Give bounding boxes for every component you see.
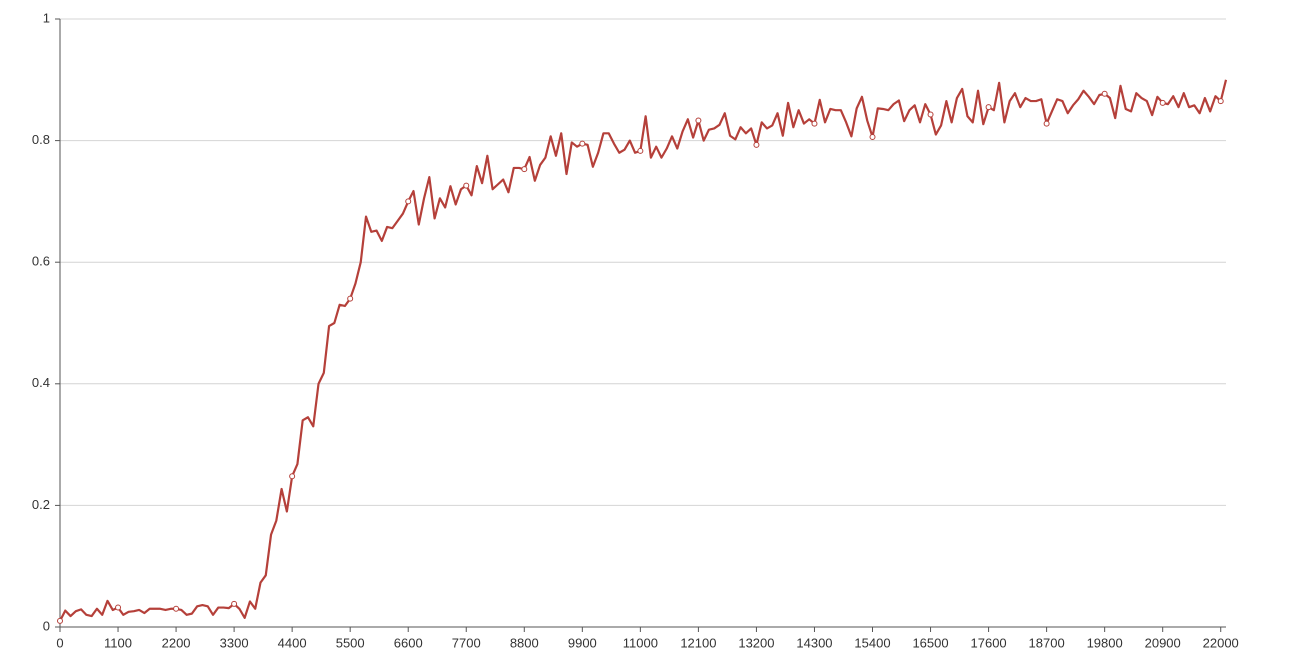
x-tick-label: 22000 [1203, 635, 1239, 650]
x-tick-label: 7700 [452, 635, 481, 650]
x-tick-label: 18700 [1029, 635, 1065, 650]
data-line [59, 79, 1228, 622]
x-tick-label: 20900 [1145, 635, 1181, 650]
data-point [811, 120, 818, 127]
data-point [231, 600, 238, 607]
x-tick-label: 4400 [278, 635, 307, 650]
data-point [521, 166, 528, 173]
x-tick-label: 12100 [680, 635, 716, 650]
x-tick-label: 1100 [104, 635, 132, 650]
x-tick-label: 11000 [623, 635, 658, 650]
data-point [1043, 120, 1050, 127]
x-tick-label: 8800 [510, 635, 539, 650]
data-point [695, 117, 702, 124]
y-tick-label: 0.6 [32, 254, 50, 269]
data-point [869, 133, 876, 140]
x-tick-label: 17600 [971, 635, 1007, 650]
data-point [1217, 98, 1224, 105]
data-point [463, 182, 470, 189]
y-tick-label: 0 [43, 618, 50, 633]
y-tick-label: 0.8 [32, 132, 50, 147]
x-tick-label: 6600 [394, 635, 423, 650]
y-tick-label: 0.4 [32, 375, 50, 390]
x-tick-label: 2200 [162, 635, 191, 650]
data-point [1159, 99, 1166, 106]
x-tick-label: 14300 [796, 635, 832, 650]
data-point [927, 111, 934, 118]
x-tick-label: 9900 [568, 635, 597, 650]
data-point [115, 604, 122, 611]
y-tick-label: 0.2 [32, 497, 50, 512]
data-point [57, 617, 63, 624]
y-tick-label: 1 [43, 10, 50, 25]
x-tick-label: 13200 [738, 635, 774, 650]
x-tick-label: 5500 [336, 635, 365, 650]
x-tick-label: 0 [56, 635, 63, 650]
data-point [173, 605, 180, 612]
data-point [347, 295, 354, 302]
x-tick-label: 3300 [220, 635, 249, 650]
x-tick-label: 16500 [912, 635, 948, 650]
data-point [289, 473, 296, 480]
data-point [753, 141, 760, 148]
x-tick-label: 15400 [854, 635, 890, 650]
x-tick-label: 19800 [1087, 635, 1123, 650]
data-point [579, 140, 586, 147]
data-point [637, 147, 644, 154]
data-point [405, 198, 412, 205]
data-point [1101, 90, 1108, 97]
data-point [985, 104, 992, 111]
